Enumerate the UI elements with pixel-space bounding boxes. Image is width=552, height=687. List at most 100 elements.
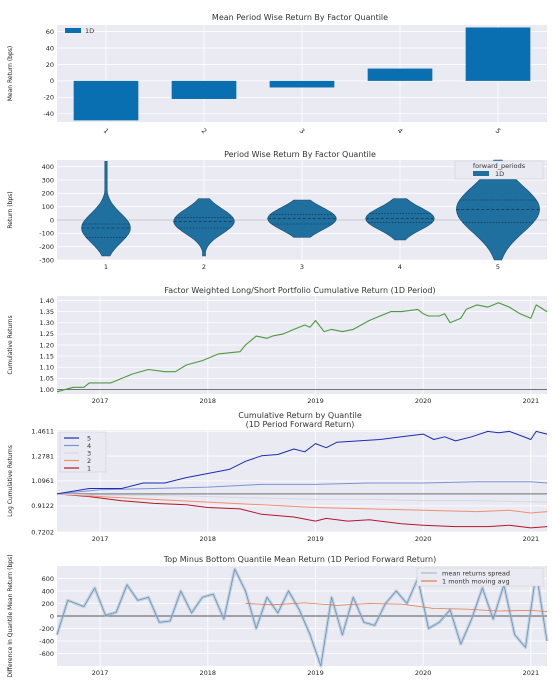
quantile-3-line [56, 493, 548, 503]
y-tick-label: 400 [42, 587, 54, 595]
legend-swatch [473, 171, 489, 176]
legend-title: forward_periods [473, 162, 526, 170]
legend-entry: 2 [87, 457, 91, 465]
y-tick-label: -100 [39, 230, 54, 238]
legend: forward_periods 1D [454, 160, 544, 180]
tick-labels: -40 -20 0 20 40 60 1 2 3 4 5 [43, 28, 502, 135]
bar-3 [269, 80, 335, 88]
gridlines [57, 430, 547, 533]
y-tick-label: 1.40 [40, 297, 54, 305]
y-tick-label: 0.7202 [31, 528, 54, 536]
quantile-1-line [56, 493, 548, 529]
quantile-4-line [56, 481, 548, 495]
tick-labels: 0.7202 0.9122 1.0961 1.2781 1.4611 2017 2018 20… [31, 428, 539, 543]
chart-title: Factor Weighted Long/Short Portfolio Cum… [164, 286, 435, 295]
quantile-2-line [56, 493, 548, 514]
series-lines [55, 567, 549, 668]
y-tick-label: 300 [42, 176, 54, 184]
x-tick-label: 2019 [307, 535, 324, 543]
y-tick-label: 0 [50, 216, 54, 224]
y-tick-label: 1.30 [40, 319, 54, 327]
x-tick-label: 2 [202, 263, 206, 271]
bar-2 [171, 80, 237, 99]
legend-box [416, 567, 544, 587]
x-tick-label: 2018 [199, 535, 216, 543]
y-axis-label: Log Cumulative Returns [7, 445, 14, 517]
legend-entry: 1 [87, 464, 91, 472]
y-tick-label: 200 [42, 190, 54, 198]
chart-title: Period Wise Return By Factor Quantile [224, 150, 376, 159]
y-tick-label: 1.2781 [31, 452, 54, 460]
x-tick-label: 4 [398, 263, 402, 271]
legend: 1D [65, 27, 94, 35]
y-tick-label: -400 [39, 637, 54, 645]
x-tick-label: 2018 [199, 669, 216, 677]
tick-labels: 1.00 1.05 1.10 1.15 1.20 1.25 1.30 1.35 1.40 2017… [40, 297, 540, 405]
violin-4 [365, 198, 435, 241]
bar-5 [465, 27, 531, 81]
legend-entry: 5 [87, 434, 91, 442]
panel-top-minus-bottom-spread: Top Minus Bottom Quantile Mean Return (1… [7, 554, 549, 678]
chart-title: Mean Period Wise Return By Factor Quanti… [212, 13, 388, 22]
x-tick-label: 2020 [415, 535, 432, 543]
tick-labels: -300 -200 -100 0 100 200 300 400 1 2 3 4 5 [39, 163, 500, 271]
x-tick-label: 2017 [92, 669, 109, 677]
cumulative-return-line [56, 302, 548, 393]
legend-entry: mean returns spread [442, 569, 510, 577]
y-tick-label: -200 [39, 243, 54, 251]
y-axis-label: Difference In Quantile Mean Return (bps) [7, 554, 14, 677]
legend-entry: 1 month moving avg [442, 577, 510, 585]
x-tick-label: 2020 [415, 397, 432, 405]
x-tick-label: 2018 [199, 397, 216, 405]
x-tick-label: 2021 [523, 669, 540, 677]
series-lines [56, 430, 548, 529]
y-tick-label: 0.9122 [31, 502, 54, 510]
y-tick-label: 0 [50, 612, 54, 620]
y-tick-label: 60 [46, 28, 54, 36]
violin-2 [173, 198, 235, 257]
legend-box [59, 431, 107, 473]
series-lines [56, 302, 548, 393]
chart-subtitle: (1D Period Forward Return) [246, 420, 355, 429]
quantile-5-line [56, 430, 548, 495]
legend-swatch [65, 28, 81, 33]
spread-line [56, 568, 548, 667]
y-tick-label: 400 [42, 163, 54, 171]
legend-entry: 4 [87, 442, 91, 450]
y-tick-label: 1.00 [40, 386, 54, 394]
y-tick-label: 1.15 [40, 352, 54, 360]
tick-labels: -600 -400 -200 0 200 400 600 2017 2018 2019 2020 20… [39, 575, 539, 677]
bar-1 [73, 80, 139, 121]
y-tick-label: -20 [43, 94, 54, 102]
x-tick-label: 2 [200, 127, 209, 136]
y-axis-label: Cumulative Returns [7, 315, 14, 374]
y-tick-label: 40 [46, 44, 54, 52]
x-tick-label: 2021 [523, 397, 540, 405]
x-tick-label: 3 [298, 127, 307, 136]
legend-entry: 1D [85, 27, 94, 35]
chart-title: Top Minus Bottom Quantile Mean Return (1… [163, 555, 437, 564]
bar-4 [367, 68, 433, 81]
x-tick-label: 5 [494, 127, 503, 136]
violin-1 [81, 161, 131, 257]
x-tick-label: 1 [102, 127, 111, 136]
y-tick-label: 1.20 [40, 341, 54, 349]
violin-3 [267, 199, 337, 238]
y-tick-label: -300 [39, 256, 54, 264]
y-tick-label: 100 [42, 203, 54, 211]
moving-avg-line [245, 602, 548, 612]
y-tick-label: 1.10 [40, 364, 54, 372]
legend-entry: 1D [495, 170, 504, 178]
x-tick-label: 3 [300, 263, 304, 271]
bars [73, 27, 531, 121]
y-tick-label: -40 [43, 110, 54, 118]
violins [81, 159, 540, 261]
y-tick-label: 1.4611 [31, 428, 54, 436]
x-tick-label: 2021 [523, 535, 540, 543]
violin-5 [456, 159, 540, 261]
y-axis-label: Return (bps) [7, 191, 14, 228]
y-tick-label: 1.05 [40, 375, 54, 383]
